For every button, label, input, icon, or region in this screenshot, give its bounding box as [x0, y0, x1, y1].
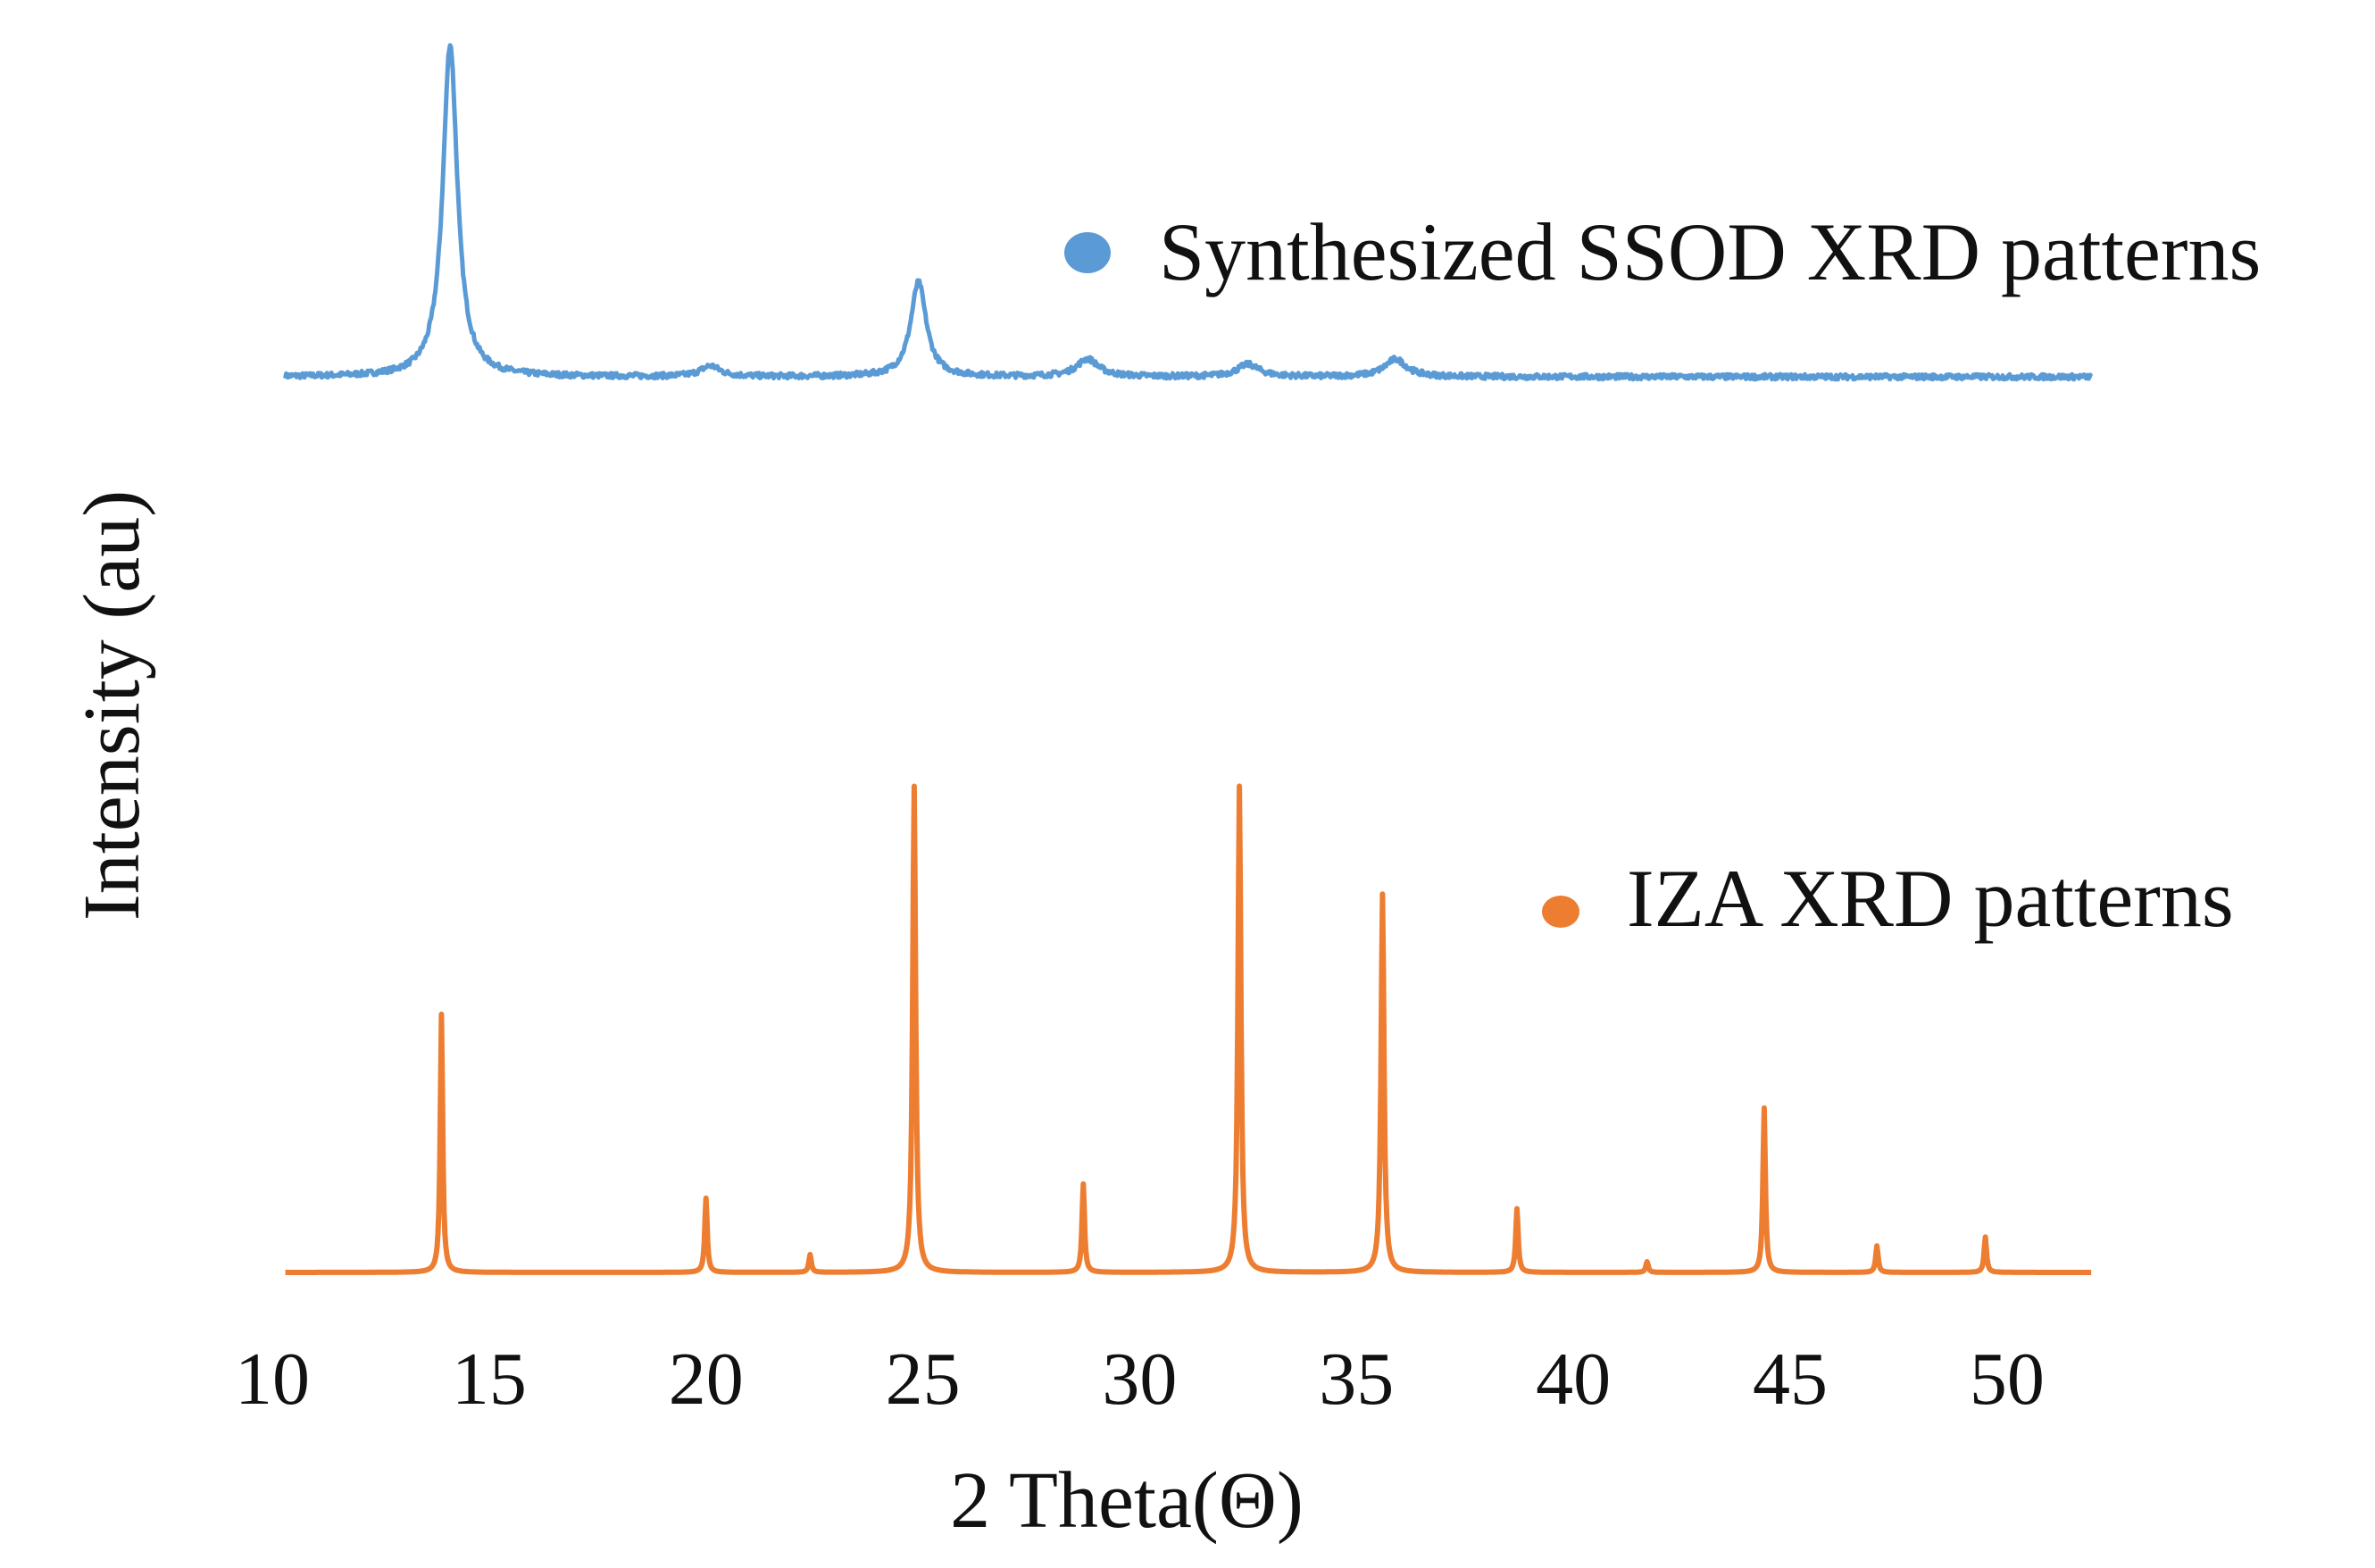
x-tick-label: 25	[886, 1338, 961, 1421]
x-tick-label: 20	[669, 1338, 744, 1421]
x-axis-title: 2 Theta(Θ)	[950, 1456, 1304, 1545]
trace-layer	[283, 43, 2094, 1275]
legend-item-iza: IZA XRD patterns	[1542, 853, 2234, 944]
legend-item-synthesized: Synthesized SSOD XRD patterns	[1064, 206, 2261, 297]
x-tick-label: 45	[1753, 1338, 1828, 1421]
legend-label-iza: IZA XRD patterns	[1627, 853, 2234, 944]
x-tick-label: 10	[235, 1338, 310, 1421]
x-tick-label: 30	[1102, 1338, 1177, 1421]
y-axis-title: Intensity (au)	[68, 490, 156, 921]
legend-marker-synthesized	[1064, 232, 1111, 273]
x-tick-label: 35	[1319, 1338, 1394, 1421]
x-tick-labels: 10 15 20 25 30 35 40 45 50	[235, 1338, 2045, 1421]
x-tick-label: 50	[1970, 1338, 2045, 1421]
legend-label-synthesized: Synthesized SSOD XRD patterns	[1159, 206, 2261, 297]
series-line-synthesized	[283, 43, 2094, 382]
series-line-iza	[283, 783, 2094, 1275]
x-tick-label: 40	[1536, 1338, 1611, 1421]
x-tick-label: 15	[452, 1338, 527, 1421]
legend-marker-iza	[1542, 896, 1579, 928]
